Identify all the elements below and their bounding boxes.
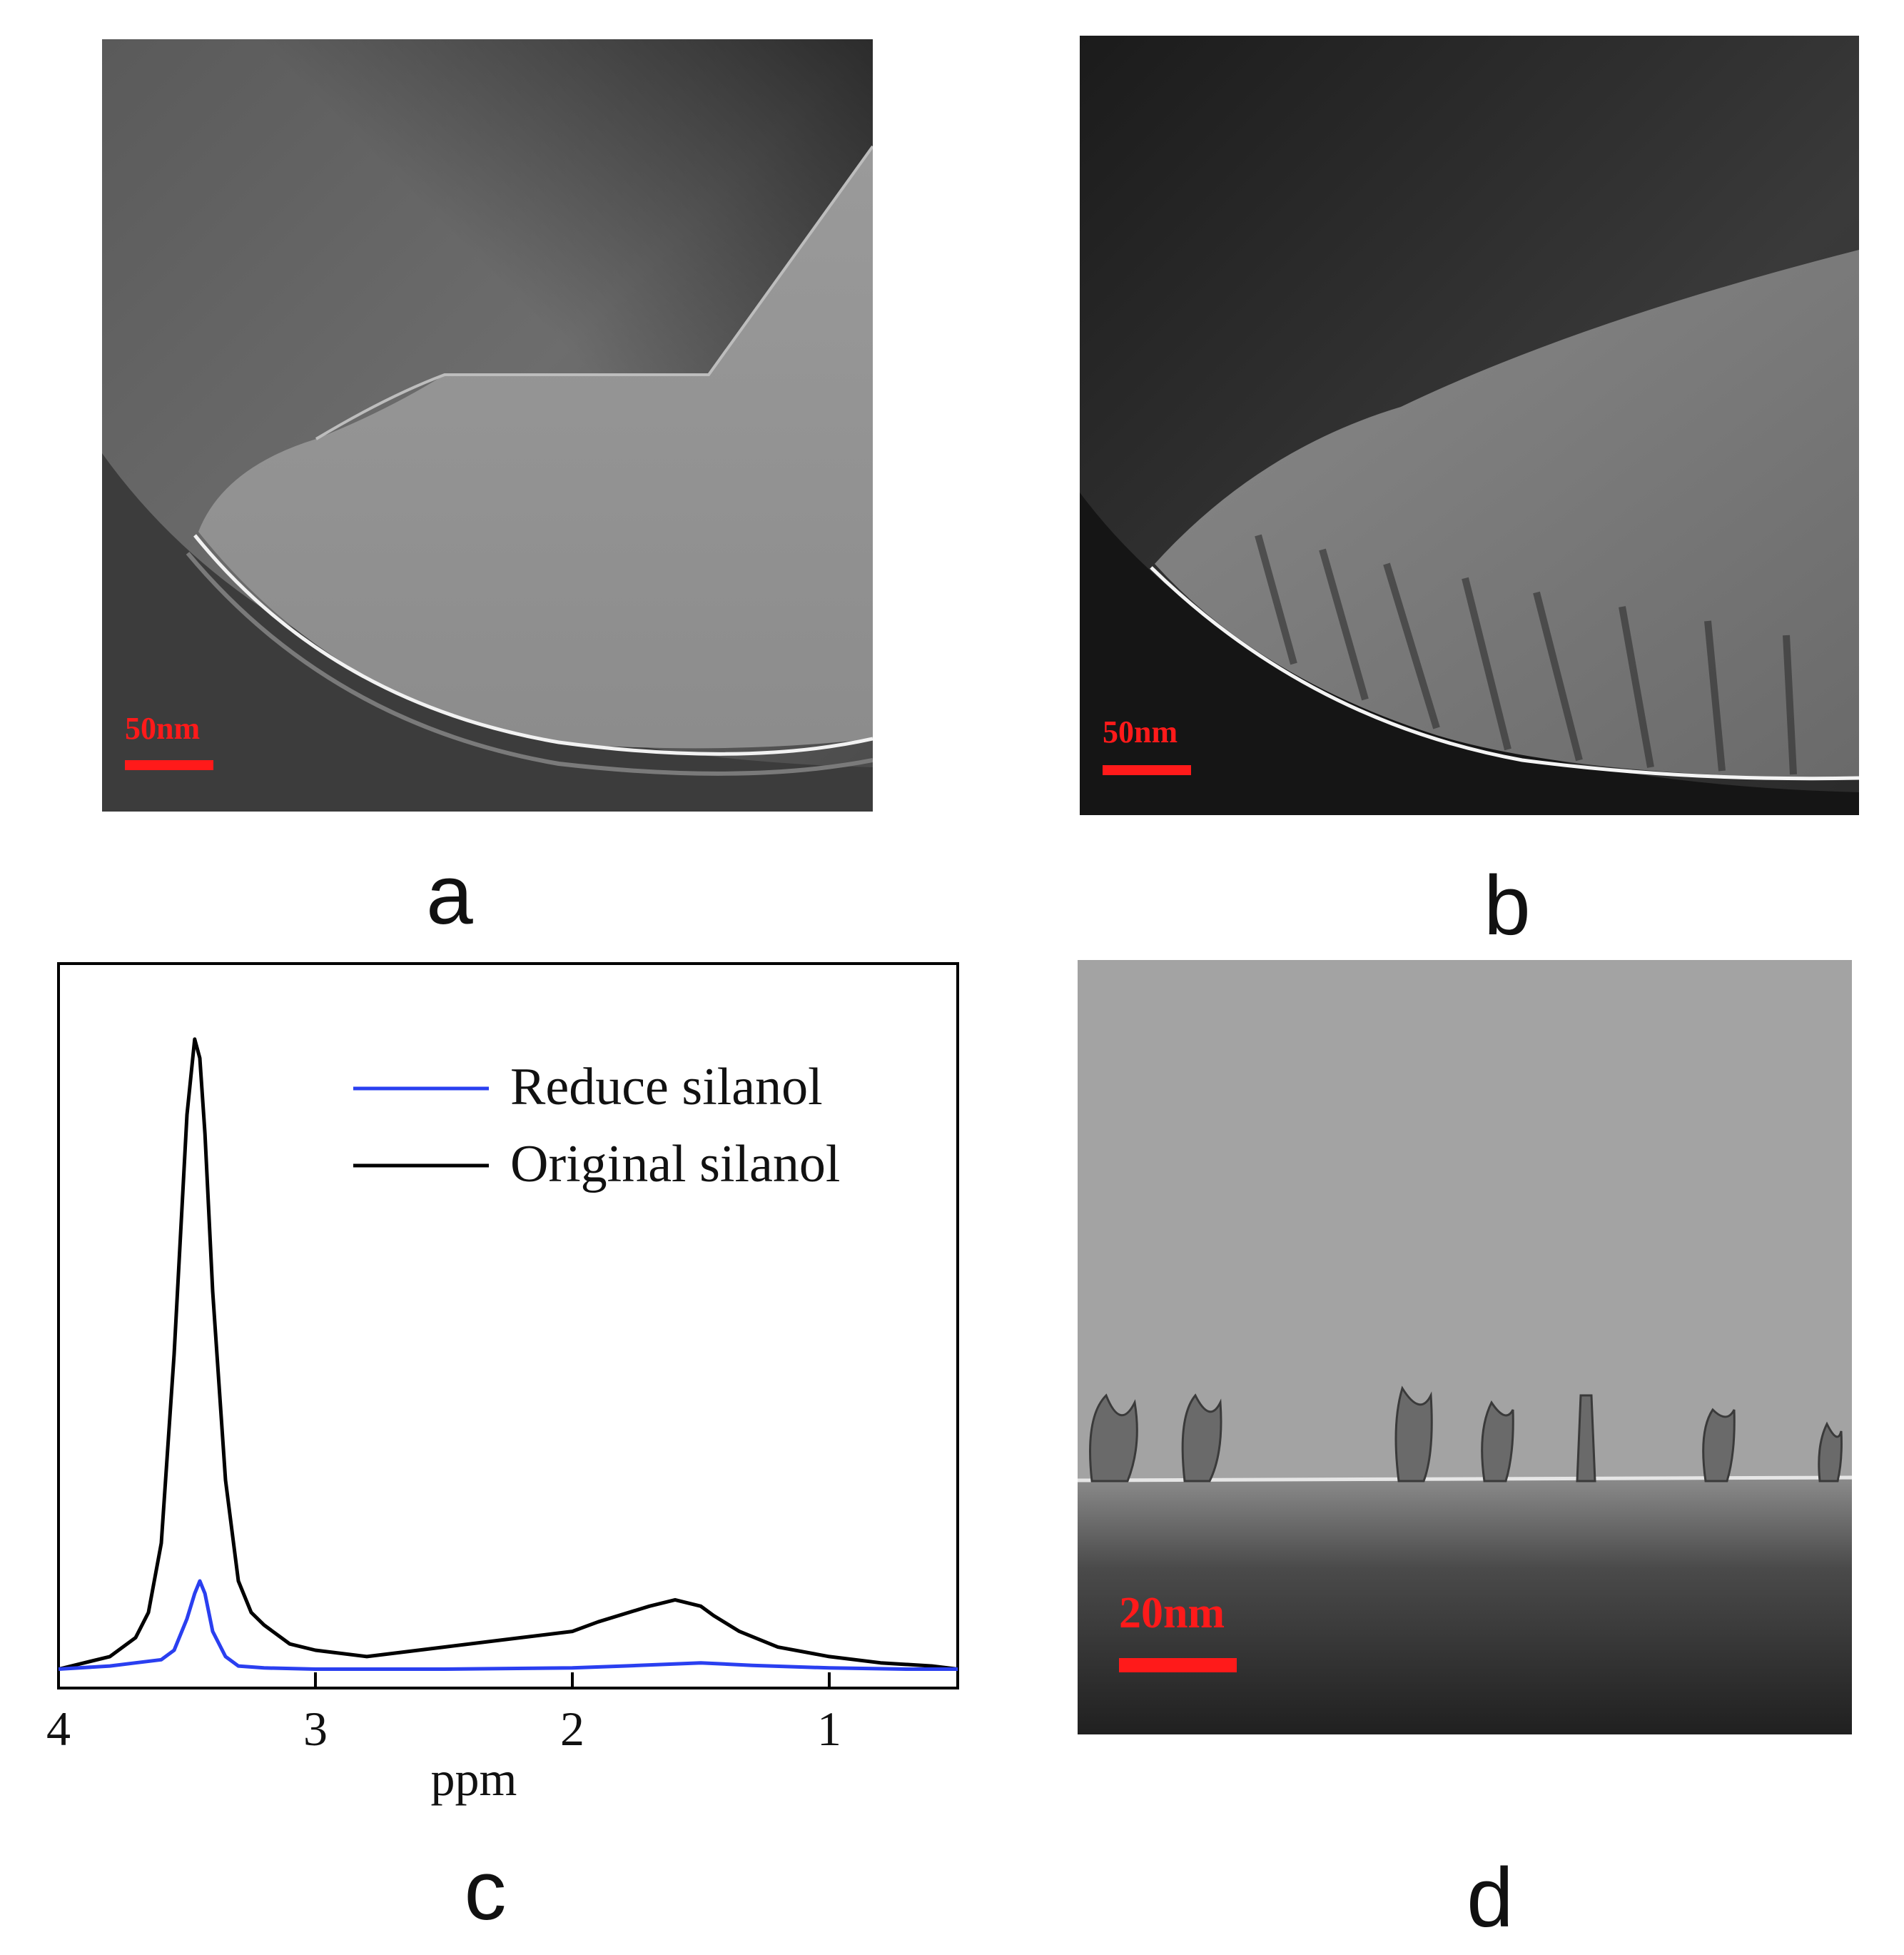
x-tick-label: 4 [46, 1702, 71, 1756]
x-axis-label: ppm [431, 1752, 517, 1806]
panel-c-chart: 4 3 2 1 Reduce silanol Original silanol ppm [43, 949, 978, 1834]
x-tick-label: 2 [560, 1702, 584, 1756]
scale-bar-label-d: 20nm [1119, 1589, 1225, 1637]
silanol-chart: 4 3 2 1 Reduce silanol Original silanol ppm [46, 962, 959, 1806]
scale-bar-b [1103, 765, 1191, 775]
plot-frame [57, 962, 959, 1689]
panel-a-micrograph: 50nm [102, 39, 873, 812]
legend-label: Reduce silanol [510, 1058, 823, 1116]
panel-b-micrograph: 50nm [1080, 36, 1859, 815]
tem-image-a: 50nm [102, 39, 873, 812]
scale-bar-label-a: 50nm [125, 711, 200, 746]
series-line-reduce-silanol [58, 1579, 958, 1671]
panel-label-c: c [464, 1844, 507, 1938]
panel-label-b: b [1484, 859, 1531, 953]
panel-label-d: d [1467, 1851, 1514, 1945]
tem-image-d: 20nm [1078, 960, 1852, 1734]
x-tick-label: 3 [303, 1702, 328, 1756]
x-tick-label: 1 [817, 1702, 841, 1756]
tem-image-b: 50nm [1080, 36, 1859, 815]
legend-label: Original silanol [510, 1135, 840, 1193]
panel-d-micrograph: 20nm [1078, 960, 1852, 1734]
panel-label-a: a [426, 848, 473, 942]
scale-bar-d [1119, 1658, 1237, 1672]
series-line-original-silanol [58, 1037, 958, 1671]
scale-bar-a [125, 760, 213, 770]
scale-bar-label-b: 50nm [1103, 714, 1178, 749]
